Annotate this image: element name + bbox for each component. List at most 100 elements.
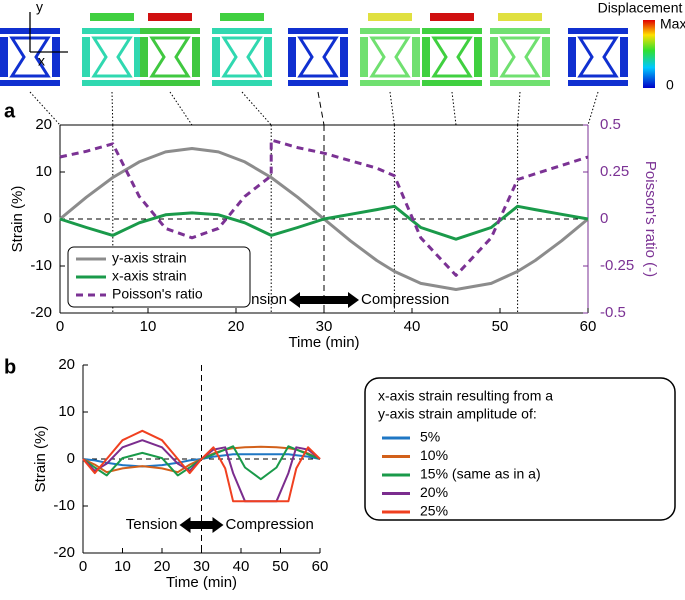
illustration-bar: [422, 28, 482, 34]
illustration-bar: [568, 80, 628, 86]
illustration-core: [499, 36, 541, 78]
y-tick-label: -20: [30, 304, 52, 321]
series-line: [82, 453, 321, 468]
x-tick-label: 30: [316, 318, 333, 335]
x-tick-label: 0: [56, 318, 64, 335]
illustration-bar: [360, 28, 420, 34]
series-line: [59, 204, 589, 241]
illustration-side: [0, 37, 8, 77]
illustration-side: [422, 37, 430, 77]
illustration-side: [490, 37, 498, 77]
illustration-side: [212, 37, 220, 77]
legend-box: [67, 246, 251, 308]
x-tick-label: 0: [79, 558, 87, 575]
y-tick-label: 0: [67, 450, 75, 467]
annotation: Compression: [226, 516, 314, 533]
illustration-bar: [212, 28, 272, 34]
y-tick-label: 20: [35, 116, 52, 133]
y-tick-label: 10: [35, 163, 52, 180]
illustration-side: [340, 37, 348, 77]
illustration-bar: [82, 28, 142, 34]
glyph-label: x: [38, 53, 45, 69]
illustration-side: [140, 37, 148, 77]
y2-tick-label: 0: [600, 210, 608, 227]
x-tick-label: 50: [492, 318, 509, 335]
y-tick-label: -20: [53, 544, 75, 561]
x-tick-label: 30: [193, 558, 210, 575]
illustration-bar: [490, 80, 550, 86]
x-tick-label: 60: [580, 318, 597, 335]
connector: [451, 91, 457, 126]
illustration-side: [52, 37, 60, 77]
y2-tick-label: 0.5: [600, 116, 621, 133]
y2-axis-label: Poisson's ratio (-): [642, 161, 659, 277]
illustration-bar: [360, 80, 420, 86]
illustration-side: [474, 37, 482, 77]
illustration-top: [430, 13, 474, 21]
connector: [587, 91, 599, 126]
panel-label: a: [4, 100, 16, 122]
illustration-core: [297, 36, 339, 78]
illustration-side: [264, 37, 272, 77]
illustration-bar: [288, 28, 348, 34]
double-arrow: [289, 292, 359, 308]
illustration-core: [577, 36, 619, 78]
x-tick-label: 60: [312, 558, 329, 575]
illustration-side: [568, 37, 576, 77]
y2-tick-label: -0.25: [600, 257, 634, 274]
x-tick-label: 40: [233, 558, 250, 575]
x-axis-label: Time (min): [288, 334, 359, 351]
series-line: [82, 445, 321, 481]
y2-tick-label: -0.5: [600, 304, 626, 321]
illustration-top: [148, 13, 192, 21]
panel-label: b: [4, 356, 16, 378]
legend-title: x-axis strain resulting from a: [378, 388, 553, 404]
illustration-bar: [212, 80, 272, 86]
illustration-bar: [490, 28, 550, 34]
x-tick-label: 40: [404, 318, 421, 335]
connector: [389, 91, 395, 126]
x-tick-label: 50: [272, 558, 289, 575]
legend-title: y-axis strain amplitude of:: [378, 406, 537, 422]
legend-label: x-axis strain: [112, 268, 187, 284]
illustration-top: [498, 13, 542, 21]
connector: [317, 91, 325, 126]
double-arrow: [179, 517, 224, 533]
illustration-bar: [0, 80, 60, 86]
illustration-side: [620, 37, 628, 77]
x-tick-label: 10: [140, 318, 157, 335]
glyph-label: y: [36, 0, 43, 15]
annotation: Compression: [361, 291, 449, 308]
series-line: [82, 429, 321, 503]
x-axis-label: Time (min): [166, 574, 237, 591]
illustration-core: [9, 36, 51, 78]
y-tick-label: -10: [30, 257, 52, 274]
legend-label: 25%: [420, 503, 448, 519]
illustration-core: [149, 36, 191, 78]
y-axis-label: Strain (%): [32, 426, 49, 493]
legend-label: 20%: [420, 484, 448, 500]
y-tick-label: 20: [58, 356, 75, 373]
y-tick-label: 10: [58, 403, 75, 420]
illustration-core: [431, 36, 473, 78]
legend-box: [364, 377, 676, 521]
illustration-side: [82, 37, 90, 77]
series-line: [82, 439, 321, 503]
y-tick-label: -10: [53, 497, 75, 514]
illustration-core: [91, 36, 133, 78]
illustration-bar: [568, 28, 628, 34]
connector: [29, 91, 61, 126]
colorbar-max: Max: [660, 16, 685, 32]
connector: [241, 91, 272, 126]
connector: [111, 91, 114, 126]
y2-tick-label: 0.25: [600, 163, 629, 180]
illustration-bar: [288, 80, 348, 86]
legend-label: 10%: [420, 447, 448, 463]
illustration-core: [221, 36, 263, 78]
y-axis-label: Strain (%): [9, 186, 26, 253]
illustration-side: [288, 37, 296, 77]
illustration-bar: [140, 28, 200, 34]
legend-label: 5%: [420, 429, 440, 445]
illustration-bar: [82, 80, 142, 86]
